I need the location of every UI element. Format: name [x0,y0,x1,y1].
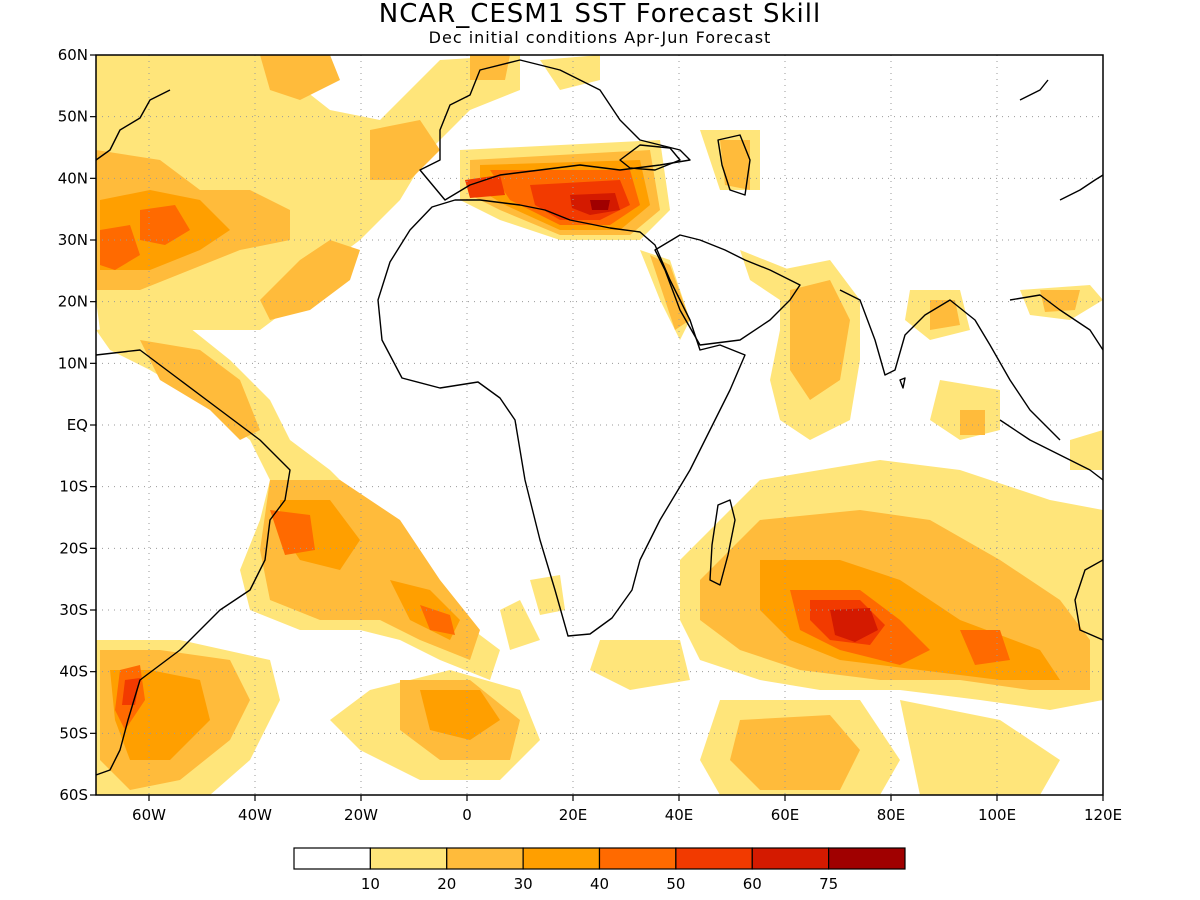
coast-arabia [654,234,801,346]
lon-tick-label: 20W [344,806,378,824]
colorbar-swatch [675,847,753,870]
lat-tick-label: 10S [59,478,88,496]
colorbar-label: 60 [743,875,762,893]
colorbar-swatch [598,847,677,870]
lon-tick-label: 60E [771,806,800,824]
lon-tick-label: 40W [238,806,272,824]
lon-tick-label: 0 [462,806,472,824]
longitude-axis: 60W 40W 20W 0 20E 40E 60E 80E 100E 120E [132,795,1122,824]
lat-tick-label: EQ [67,416,88,434]
lat-tick-label: 40N [58,169,88,187]
lat-tick-label: 60N [58,46,88,64]
lon-tick-label: 40E [665,806,694,824]
skill-level-75-plus [590,200,610,210]
lat-tick-label: 20N [58,293,88,311]
coastlines [96,59,1103,776]
coast-japan-korea [1019,79,1103,201]
colorbar-swatch [751,847,830,870]
colorbar-label: 20 [437,875,456,893]
lon-tick-label: 60W [132,806,166,824]
coast-southeast-asia [999,294,1103,481]
lat-tick-label: 10N [58,354,88,372]
coast-caspian [717,134,751,196]
colorbar-swatch [828,847,906,870]
lat-tick-label: 40S [59,663,88,681]
coast-south-america [96,349,291,776]
colorbar-swatch [446,847,524,870]
lat-tick-label: 30N [58,231,88,249]
colorbar-swatch [522,847,601,870]
latitude-axis: 60N 50N 40N 30N 20N 10N EQ 10S 20S 30S 40S 50S 60S [58,46,96,804]
colorbar-label: 30 [514,875,533,893]
colorbar-swatch [369,847,448,870]
colorbar-swatch [293,847,371,870]
lat-tick-label: 60S [59,786,88,804]
colorbar-label: 10 [361,875,380,893]
lon-tick-label: 120E [1084,806,1122,824]
lat-tick-label: 50S [59,724,88,742]
lat-tick-label: 20S [59,539,88,557]
coast-madagascar [709,499,736,586]
lat-tick-label: 30S [59,601,88,619]
colorbar-label: 75 [819,875,838,893]
coast-australia [1074,559,1103,641]
colorbar-label: 40 [590,875,609,893]
lat-tick-label: 50N [58,108,88,126]
coast-india [839,289,1061,441]
map-title: NCAR_CESM1 SST Forecast Skill [378,0,822,29]
map-subtitle: Dec initial conditions Apr-Jun Forecast [428,28,772,47]
coast-black-sea [619,144,681,171]
coast-africa [377,199,746,637]
coast-sri-lanka [899,377,906,389]
coast-north-america [96,89,171,161]
colorbar: 10 20 30 40 50 60 75 [293,847,906,893]
lon-tick-label: 20E [559,806,588,824]
skill-shading [96,55,1103,795]
lon-tick-label: 100E [978,806,1016,824]
coast-europe [419,59,691,201]
lon-tick-label: 80E [877,806,906,824]
colorbar-label: 50 [666,875,685,893]
